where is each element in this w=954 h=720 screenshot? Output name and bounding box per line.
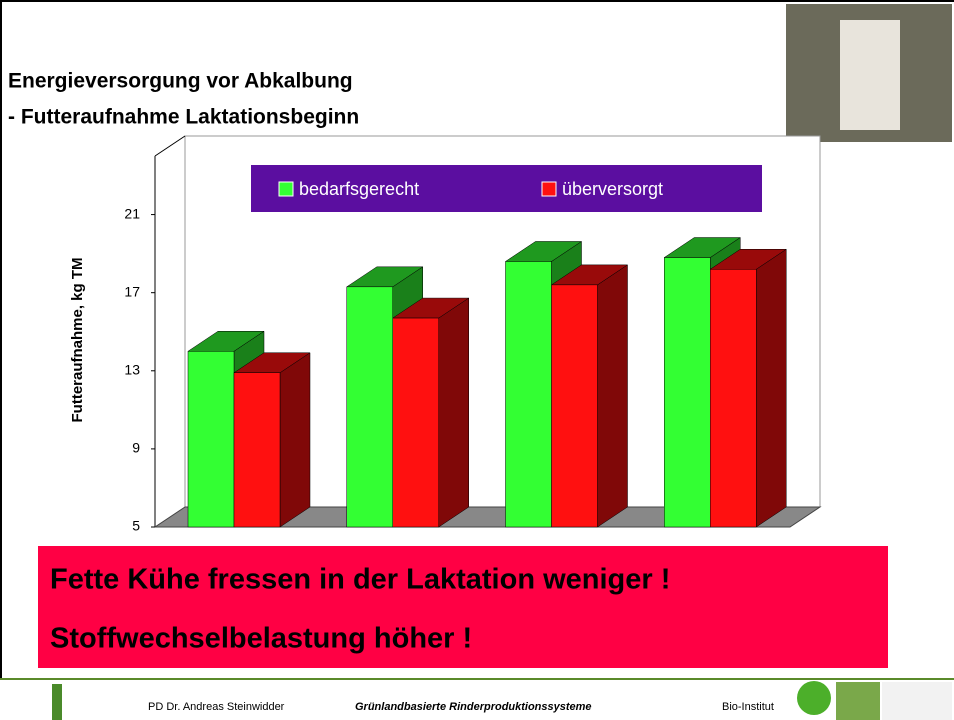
bar-3d — [552, 265, 628, 527]
bar-3d — [710, 249, 786, 527]
title-line: - Futteraufnahme Laktationsbeginn — [8, 106, 359, 129]
bar-side — [280, 353, 310, 527]
y-tick-label: 21 — [124, 205, 140, 221]
slide: Energieversorgung vor Abkalbung - Futter… — [0, 0, 954, 720]
bar — [552, 285, 598, 527]
footer-logo — [797, 681, 831, 715]
banner-line: Stoffwechselbelastung höher ! — [50, 623, 472, 655]
y-tick-label: 9 — [132, 440, 140, 456]
footer-author: PD Dr. Andreas Steinwidder — [148, 701, 285, 713]
bar — [188, 351, 234, 527]
bar-3d — [234, 353, 310, 527]
bar-3d — [393, 298, 469, 527]
slide-canvas: Energieversorgung vor Abkalbung - Futter… — [0, 0, 954, 720]
footer-logo — [836, 682, 880, 720]
footer-topic: Grünlandbasierte Rinderproduktionssystem… — [355, 701, 592, 713]
footer-institute: Bio-Institut — [722, 701, 774, 713]
bar — [234, 373, 280, 527]
legend-label: überversorgt — [562, 179, 663, 199]
side-wall — [155, 136, 185, 156]
bar-side — [439, 298, 469, 527]
chart: 5 9 13 17 21 Futteraufnahme, kg TM bedarfsgere… — [69, 136, 820, 534]
legend-label: bedarfsgerecht — [299, 179, 419, 199]
bar-side — [598, 265, 628, 527]
bar-side — [756, 249, 786, 527]
legend-swatch — [542, 182, 556, 196]
bar — [393, 318, 439, 527]
bar — [506, 261, 552, 527]
footer-logo — [882, 682, 952, 720]
bar — [347, 287, 393, 527]
footer-logo — [52, 684, 62, 720]
bar — [664, 258, 710, 527]
title-line: Energieversorgung vor Abkalbung — [8, 70, 353, 93]
y-tick-label: 17 — [124, 283, 140, 299]
y-axis-label: Futteraufnahme, kg TM — [69, 257, 86, 422]
y-tick-label: 5 — [132, 518, 140, 534]
legend-swatch — [279, 182, 293, 196]
banner-line: Fette Kühe fressen in der Laktation weni… — [50, 564, 670, 596]
bar — [710, 269, 756, 527]
y-tick-label: 13 — [124, 361, 140, 377]
cow-photo-detail — [840, 20, 900, 130]
